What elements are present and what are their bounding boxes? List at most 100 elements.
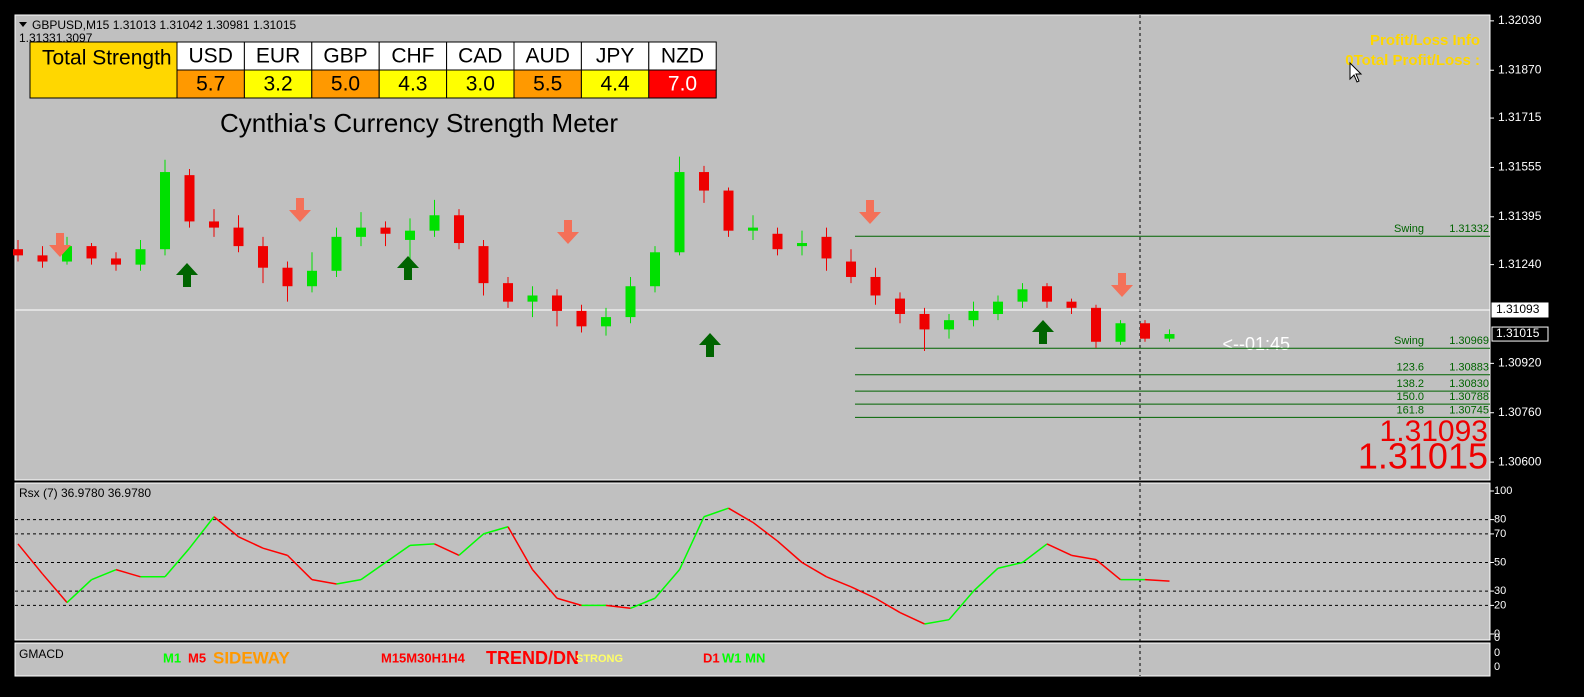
rsx-segment: [826, 576, 852, 588]
candle-body: [62, 246, 72, 262]
candle-body: [625, 286, 636, 318]
rsx-segment: [91, 568, 117, 581]
sell-arrow: [49, 233, 71, 257]
strength-value: 5.7: [196, 73, 225, 96]
candle-body: [601, 317, 611, 327]
meter-title: Cynthia's Currency Strength Meter: [220, 108, 618, 138]
rsx-segment: [703, 507, 729, 518]
sell-arrow: [557, 220, 579, 244]
candle-body: [723, 190, 734, 231]
price-tag-label: 1.31015: [1496, 326, 1540, 340]
candle-body: [37, 255, 48, 262]
rsx-segment: [1095, 559, 1121, 581]
big-price: 1.31093: [1380, 415, 1488, 448]
profit-title: Profit/Loss Info: [1370, 32, 1480, 49]
rsx-segment: [164, 547, 191, 578]
rsx-segment: [924, 618, 950, 625]
strength-cell: [648, 69, 717, 99]
gmacd-label: D1: [703, 650, 720, 665]
candle-body: [160, 172, 170, 250]
fib-price: 1.30969: [1449, 335, 1489, 347]
currency-name: USD: [189, 45, 233, 68]
y-tick-label: 1.30600: [1498, 454, 1542, 468]
candle-body: [13, 249, 23, 256]
mouse-cursor: [1349, 61, 1363, 83]
candle-body: [895, 298, 905, 314]
currency-name: EUR: [256, 45, 300, 68]
strength-value: 7.0: [668, 73, 697, 96]
strength-cell: [311, 69, 380, 99]
candle-body: [258, 246, 268, 268]
rsx-segment: [850, 586, 876, 599]
strength-cell: [580, 69, 650, 99]
y-tick-label: 1.31240: [1498, 257, 1542, 271]
gmacd-label: M1: [163, 650, 181, 665]
candle-body: [552, 295, 562, 311]
rsx-segment: [409, 543, 435, 547]
rsx-segment: [630, 597, 656, 609]
strength-cell: [446, 69, 515, 99]
gmacd-tick: 0: [1494, 647, 1500, 659]
strength-cell: [378, 69, 448, 99]
candle-body: [184, 175, 195, 222]
candle-body: [405, 230, 415, 240]
candle-body: [1017, 289, 1028, 302]
rsx-segment: [336, 578, 362, 585]
rsx-segment: [262, 547, 288, 557]
rsx-tick-label: 100: [1494, 485, 1512, 497]
candle-body: [968, 310, 979, 321]
rsx-segment: [188, 516, 215, 549]
candle-body: [1066, 301, 1077, 308]
rsx-segment: [238, 536, 264, 549]
candle-body: [846, 261, 856, 277]
table-title: Total Strength: [42, 47, 172, 70]
fib-price: 1.30830: [1449, 378, 1489, 390]
strength-value: 5.5: [533, 73, 562, 96]
rsx-tick-label: 70: [1494, 528, 1506, 540]
gmacd-label: M5: [188, 650, 206, 665]
rsx-segment: [385, 544, 411, 564]
candle-body: [111, 258, 121, 265]
fib-price: 1.30788: [1449, 391, 1489, 403]
candle-body: [282, 267, 293, 287]
gmacd-panel: [14, 642, 1491, 677]
candle-body: [478, 246, 489, 284]
profit-total: 0Total Profit/Loss :: [1345, 52, 1480, 69]
fib-name: Swing: [1394, 223, 1424, 235]
rsx-segment: [654, 569, 681, 599]
candle-body: [527, 295, 538, 302]
sell-arrow: [1111, 273, 1133, 297]
rsx-tick-label: 50: [1494, 556, 1506, 568]
candle-body: [307, 270, 317, 287]
rsx-segment: [1071, 554, 1097, 561]
candle-body: [429, 215, 440, 231]
rsx-tick-label: 30: [1494, 585, 1506, 597]
gmacd-tick: 0: [1494, 661, 1500, 673]
strength-cell: [513, 69, 582, 99]
gmacd-label: STRONG: [576, 653, 623, 665]
rsx-segment: [115, 568, 141, 578]
candle-body: [1140, 323, 1150, 339]
rsx-segment: [213, 516, 239, 538]
candle-body: [1115, 323, 1126, 342]
fib-price: 1.30883: [1449, 362, 1489, 374]
fib-price: 1.31332: [1449, 223, 1489, 235]
strength-value: 3.2: [263, 73, 292, 96]
y-tick-label: 1.31555: [1498, 160, 1542, 174]
currency-cell: [580, 41, 650, 71]
rsx-segment: [899, 611, 925, 625]
y-tick-label: 1.31870: [1498, 62, 1542, 76]
table-title-cell: [29, 41, 178, 99]
candle-body: [993, 301, 1003, 314]
rsx-segment: [434, 543, 460, 557]
candle-body: [821, 236, 832, 259]
fib-name: 161.8: [1396, 404, 1424, 416]
rsx-segment: [605, 604, 631, 610]
fib-price: 1.30745: [1449, 404, 1489, 416]
candle-body: [944, 320, 954, 330]
y-tick-label: 1.30920: [1498, 356, 1542, 370]
candle-body: [356, 227, 366, 237]
rsx-segment: [801, 561, 827, 578]
candle-body: [454, 215, 464, 244]
y-tick-label: 1.31715: [1498, 110, 1542, 124]
